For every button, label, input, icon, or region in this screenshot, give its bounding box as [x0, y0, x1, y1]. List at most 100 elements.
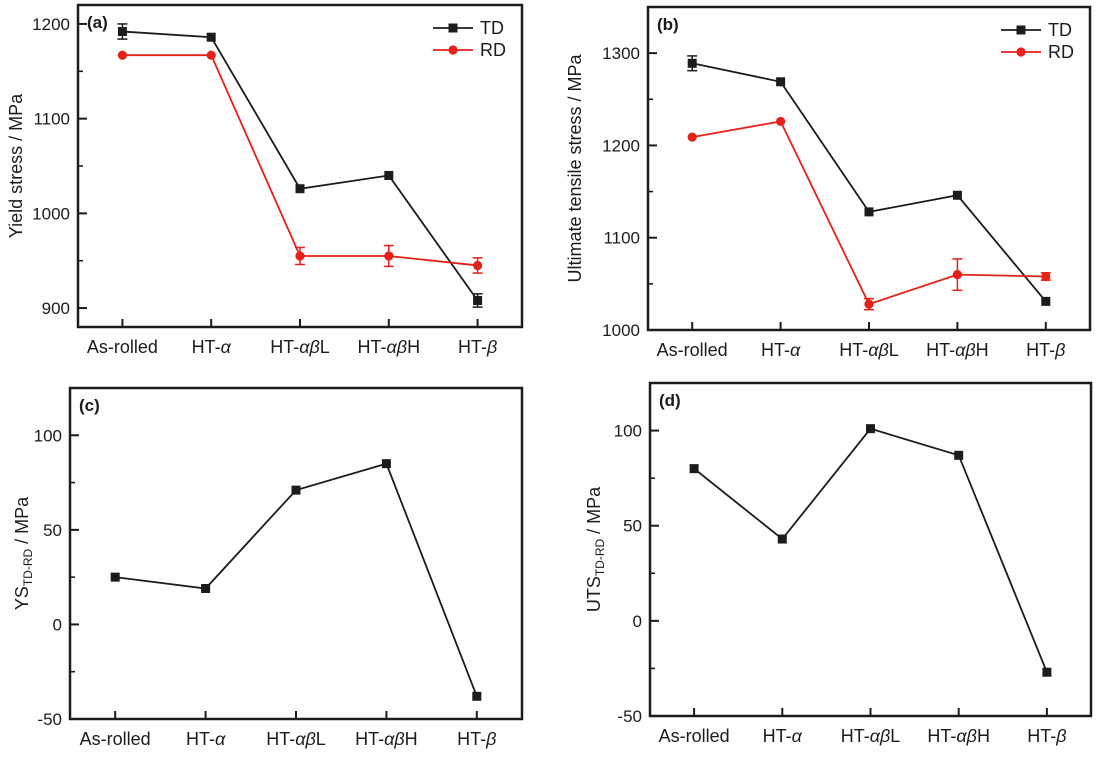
y-tick-label: 50	[43, 521, 62, 540]
y-tick-label: -50	[37, 710, 62, 729]
data-point-marker	[1042, 667, 1052, 677]
y-tick-label: 1300	[602, 44, 640, 63]
data-point-marker	[117, 27, 127, 37]
legend-label: TD	[480, 18, 504, 38]
series-line-TD-RD	[115, 462, 478, 697]
panel-label: (b)	[657, 15, 679, 34]
data-point-marker	[687, 58, 697, 68]
x-tick-label: As-rolled	[657, 340, 728, 360]
data-point-marker	[295, 251, 305, 261]
x-tick-label: As-rolled	[659, 726, 730, 746]
data-point-marker	[110, 572, 120, 582]
x-tick-label: As-rolled	[80, 729, 151, 749]
plot-frame	[648, 381, 1093, 718]
data-point-marker	[473, 295, 483, 305]
y-tick-label: -50	[617, 707, 642, 726]
data-point-marker	[206, 50, 216, 60]
x-tick-label: As-rolled	[87, 337, 158, 357]
data-point-marker	[384, 170, 394, 180]
legend-label: RD	[1048, 42, 1074, 62]
panel-c-ys-difference: -50 0 50 100 As-rolled HT-α HT-αβL HT-αβH HT-β (c…	[0, 370, 551, 759]
data-point-marker	[777, 534, 787, 544]
y-tick-label: 1200	[602, 136, 640, 155]
y-tick-label: 1000	[602, 321, 640, 340]
y-tick-label: 0	[53, 615, 62, 634]
series-line-UTS-diff	[693, 427, 1048, 673]
y-tick-label: 1200	[32, 15, 70, 34]
panel-label: (a)	[87, 13, 108, 32]
chart-d: -50 0 50 100 As-rolled HT-α HT-αβL HT-αβH HT-β (d…	[584, 381, 1093, 746]
y-axis-label: UTSTD-RD / MPa	[584, 486, 607, 612]
panel-label: (c)	[79, 396, 100, 415]
data-point-marker	[954, 450, 964, 460]
data-point-marker	[1041, 296, 1051, 306]
y-axis-label: Yield stress / MPa	[6, 93, 26, 238]
y-tick-label: 50	[623, 517, 642, 536]
data-point-marker	[117, 50, 127, 60]
x-tick-label: HT-αβL	[839, 340, 899, 360]
y-axis-label: Ultimate tensile stress / MPa	[565, 53, 585, 282]
legend-marker	[448, 23, 458, 33]
data-point-marker	[384, 251, 394, 261]
data-point-marker	[472, 691, 482, 701]
series-line-TD	[692, 62, 1047, 302]
data-point-marker	[473, 260, 483, 271]
data-point-marker	[1041, 271, 1051, 282]
x-tick-label: HT-α	[186, 729, 226, 749]
chart-b: 1000 1100 1200 1300 As-rolled HT-α HT-αβL HT-αβ…	[565, 5, 1092, 360]
x-tick-label: HT-β	[458, 337, 497, 357]
x-tick-label: HT-β	[457, 729, 496, 749]
x-tick-label: HT-αβH	[355, 729, 418, 749]
x-tick-label: HT-αβL	[841, 726, 901, 746]
x-tick-label: HT-α	[761, 340, 801, 360]
data-point-marker	[866, 424, 875, 434]
y-tick-label: 0	[633, 612, 642, 631]
y-tick-label: 100	[34, 426, 62, 445]
y-tick-label: 1100	[603, 229, 640, 248]
x-tick-label: HT-αβL	[270, 337, 330, 357]
plot-frame	[76, 3, 524, 329]
data-point-marker	[864, 299, 874, 309]
series-line-RD	[122, 54, 478, 267]
panel-d-uts-difference: -50 0 50 100 As-rolled HT-α HT-αβL HT-αβH HT-β (d…	[551, 370, 1103, 759]
plot-frame	[646, 5, 1092, 332]
x-tick-label: HT-β	[1026, 340, 1065, 360]
x-tick-label: HT-α	[763, 726, 803, 746]
legend-marker	[1016, 25, 1026, 35]
data-point-marker	[201, 583, 211, 593]
data-point-marker	[295, 184, 305, 194]
y-tick-label: 1000	[32, 204, 70, 223]
data-point-marker	[381, 459, 391, 469]
data-point-marker	[952, 190, 962, 200]
panel-b-ultimate-tensile-stress: 1000 1100 1200 1300 As-rolled HT-α HT-αβL HT-αβ…	[551, 0, 1103, 370]
x-tick-label: HT-αβH	[358, 337, 421, 357]
chart-c: -50 0 50 100 As-rolled HT-α HT-αβL HT-αβH HT-β (c…	[12, 386, 524, 749]
chart-a: 900 1000 1100 1200 As-rolled HT-α HT-αβL HT-αβH…	[6, 3, 524, 357]
data-point-marker	[776, 116, 786, 127]
x-tick-label: HT-β	[1027, 726, 1066, 746]
data-point-marker	[864, 207, 874, 217]
data-point-marker	[952, 270, 962, 280]
legend-label: TD	[1048, 20, 1072, 40]
y-tick-label: 900	[42, 299, 70, 318]
plot-frame	[68, 386, 524, 721]
data-point-marker	[776, 77, 786, 87]
x-tick-label: HT-αβL	[266, 729, 326, 749]
y-axis-label: YSTD-RD / MPa	[12, 496, 35, 610]
x-tick-label: HT-αβH	[927, 726, 990, 746]
panel-a-yield-stress: 900 1000 1100 1200 As-rolled HT-α HT-αβL HT-αβH…	[0, 0, 551, 370]
legend-marker	[1016, 47, 1026, 57]
y-tick-label: 100	[614, 422, 642, 441]
data-point-marker	[689, 464, 699, 474]
panel-label: (d)	[659, 391, 681, 410]
x-tick-label: HT-αβH	[926, 340, 989, 360]
y-tick-label: 1100	[33, 110, 70, 129]
data-point-marker	[687, 132, 697, 142]
data-point-marker	[206, 32, 216, 42]
x-tick-label: HT-α	[192, 337, 232, 357]
data-point-marker	[291, 485, 301, 495]
legend-marker	[448, 45, 458, 55]
